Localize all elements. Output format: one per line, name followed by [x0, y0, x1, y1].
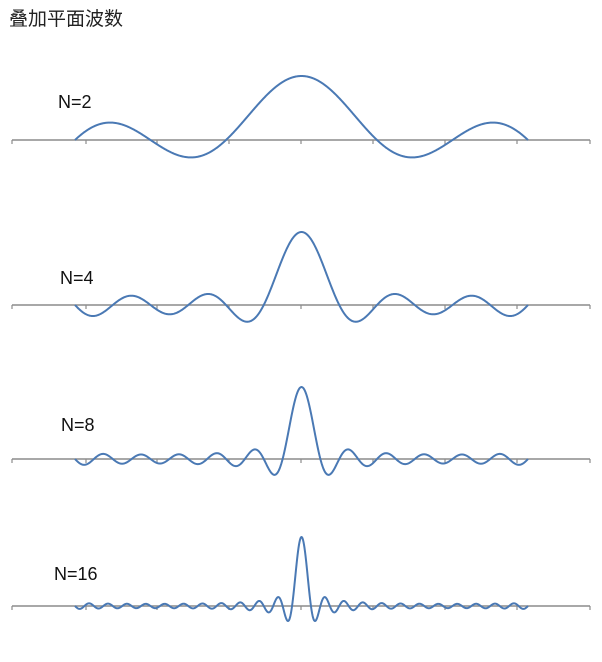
panel-n2: N=2 — [11, 75, 591, 159]
panel-n8: N=8 — [11, 386, 591, 476]
series-line-n4 — [74, 231, 529, 323]
panel-label: N=2 — [58, 92, 92, 112]
series-line-n16 — [74, 536, 529, 623]
chart-title: 叠加平面波数 — [9, 8, 124, 30]
series-line-n2 — [74, 75, 529, 159]
panel-n4: N=4 — [11, 231, 591, 323]
series-line-n8 — [74, 386, 529, 476]
panel-label: N=16 — [54, 564, 98, 584]
panel-label: N=8 — [61, 415, 95, 435]
panel-n16: N=16 — [11, 536, 591, 623]
panel-label: N=4 — [60, 268, 94, 288]
